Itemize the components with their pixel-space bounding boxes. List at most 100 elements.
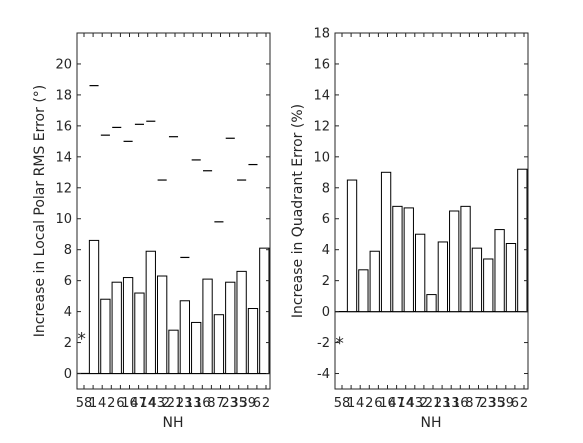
right-x-tick-label: 6 [511, 396, 519, 411]
left-y-tick-label: 14 [55, 150, 72, 165]
right-bar-16 [517, 168, 528, 313]
left-bar-3 [111, 281, 122, 375]
left-x-tick-label: 16 [121, 396, 138, 411]
right-bar-1 [346, 179, 358, 313]
right-bar-2 [358, 269, 369, 313]
left-y-tick-label: 18 [55, 88, 72, 103]
left-x-tick-label: 43 [149, 396, 166, 411]
left-x-tick-label: 8 [207, 396, 215, 411]
left-x-tick-label: 58 [76, 396, 93, 411]
right-bar-15 [505, 243, 517, 313]
right-bar-7 [414, 233, 426, 313]
left-x-tick-label: 6 [253, 396, 261, 411]
right-x-tick-label: 21 [425, 396, 442, 411]
left-x-tick-label: 47 [130, 396, 147, 411]
right-y-tick-label: 12 [313, 119, 330, 134]
right-y-axis-label: Increase in Quadrant Error (%) [290, 104, 306, 318]
right-y-tick-label: 8 [322, 181, 330, 196]
left-bar-6 [145, 250, 156, 375]
right-y-tick-label: 6 [322, 212, 330, 227]
left-y-tick-label: 8 [64, 243, 72, 258]
left-y-tick-label: 12 [55, 181, 72, 196]
left-bar-11 [202, 278, 213, 375]
right-bar-14 [494, 229, 505, 313]
right-y-tick-label: 10 [313, 150, 330, 165]
left-bar-1 [88, 239, 100, 375]
right-x-tick-label: 6 [374, 396, 382, 411]
left-x-tick-label: 4 [98, 396, 106, 411]
right-x-tick-label: 8 [465, 396, 473, 411]
left-x-tick-label: 39 [240, 396, 257, 411]
left-bar-14 [236, 270, 247, 375]
left-x-tick-label: 16 [194, 396, 211, 411]
right-y-tick-label: 16 [313, 57, 330, 72]
right-y-tick-label: 18 [313, 27, 330, 42]
left-x-tick-label: 23 [221, 396, 238, 411]
right-x-tick-label: 2 [520, 396, 528, 411]
left-y-tick-label: 20 [55, 57, 72, 72]
right-x-tick-label: 43 [407, 396, 424, 411]
left-y-tick-label: 16 [55, 119, 72, 134]
left-x-tick-label: 35 [230, 396, 247, 411]
left-y-axis-label: Increase in Local Polar RMS Error (°) [32, 85, 48, 337]
left-bar-7 [156, 275, 168, 375]
left-x-tick-label: 7 [216, 396, 224, 411]
right-x-tick-label: 47 [388, 396, 405, 411]
left-x-tick-label: 2 [262, 396, 270, 411]
right-bar-10 [449, 210, 460, 313]
left-marks: * [77, 85, 270, 375]
left-bar-10 [191, 321, 202, 375]
left-bar-8 [168, 329, 179, 375]
right-x-axis-label: NH [421, 415, 442, 431]
left-bar-9 [179, 300, 191, 375]
right-bar-11 [460, 205, 471, 313]
right-bar-4 [380, 171, 392, 313]
right-bar-13 [483, 258, 494, 313]
left-bar-2 [100, 298, 111, 375]
right-y-tick-label: 4 [322, 243, 330, 258]
left-y-tick-label: 2 [64, 336, 72, 351]
left-x-tick-label: 23 [176, 396, 193, 411]
right-x-tick-label: 35 [488, 396, 505, 411]
right-bar-12 [471, 247, 483, 313]
left-x-tick-label: 6 [116, 396, 124, 411]
right-x-tick-label: 13 [443, 396, 460, 411]
left-x-tick-label: 14 [139, 396, 156, 411]
right-bar-6 [403, 207, 414, 313]
left-x-tick-label: 13 [185, 396, 202, 411]
right-bar-5 [392, 205, 403, 313]
right-x-tick-label: 4 [356, 396, 364, 411]
left-x-axis-label: NH [163, 415, 184, 431]
right-x-tick-label: 39 [498, 396, 515, 411]
right-bar-3 [369, 250, 380, 313]
left-y-ticks: 0 2 4 6 8 10 12 14 16 18 20 [55, 57, 270, 382]
left-x-tick-label: 1 [89, 396, 97, 411]
right-star-marker: * [335, 334, 344, 354]
left-y-tick-label: 4 [64, 305, 72, 320]
right-y-ticks: -4 -2 0 2 4 6 8 10 12 14 16 18 [313, 27, 528, 382]
left-x-tick-label: 2 [107, 396, 115, 411]
right-x-tick-label: 1 [347, 396, 355, 411]
right-bar-9 [437, 241, 449, 313]
right-axes-frame [334, 32, 529, 390]
left-x-tick-label: 2 [162, 396, 170, 411]
left-star-marker: * [77, 329, 86, 349]
right-x-tick-label: 23 [479, 396, 496, 411]
left-x-tick-label: 21 [167, 396, 184, 411]
left-y-tick-label: 0 [64, 367, 72, 382]
left-bar-15 [247, 308, 259, 375]
right-marks: * [335, 168, 528, 354]
left-y-tick-label: 10 [55, 212, 72, 227]
left-bar-16 [259, 247, 270, 375]
left-bar-13 [225, 281, 236, 375]
left-y-tick-label: 6 [64, 274, 72, 289]
right-x-tick-label: 2 [365, 396, 373, 411]
right-bar-8 [426, 294, 437, 313]
right-x-tick-label: 16 [452, 396, 469, 411]
